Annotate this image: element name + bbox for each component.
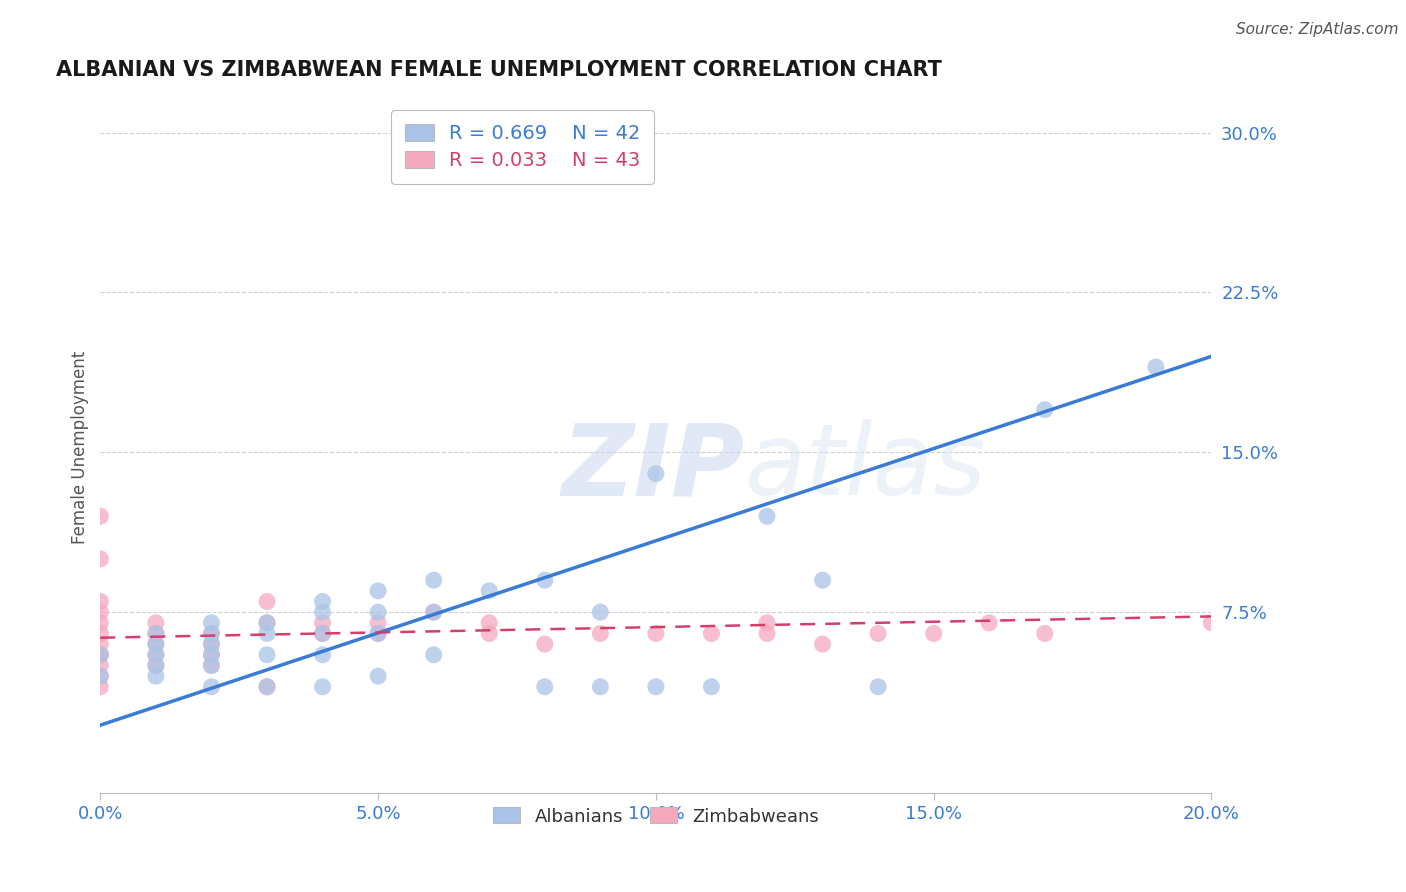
Point (145, 637, 167, 651)
Point (89, 637, 111, 651)
Point (478, 615, 501, 630)
Point (89, 648, 111, 662)
Point (256, 648, 278, 662)
Point (533, 573, 555, 587)
Point (200, 626, 222, 640)
Point (756, 626, 779, 640)
Point (200, 648, 222, 662)
Point (533, 637, 555, 651)
Point (868, 680, 890, 694)
Point (644, 467, 666, 481)
Point (422, 605, 444, 619)
Point (979, 615, 1001, 630)
Point (89, 615, 111, 630)
Text: atlas: atlas (745, 419, 987, 516)
Point (589, 680, 612, 694)
Point (89, 605, 111, 619)
Point (145, 615, 167, 630)
Point (89, 669, 111, 683)
Point (145, 626, 167, 640)
Text: Source: ZipAtlas.com: Source: ZipAtlas.com (1236, 22, 1399, 37)
Point (145, 658, 167, 673)
Point (200, 680, 222, 694)
Point (200, 637, 222, 651)
Point (756, 615, 779, 630)
Point (89, 648, 111, 662)
Point (422, 573, 444, 587)
Point (256, 626, 278, 640)
Point (200, 648, 222, 662)
Point (145, 637, 167, 651)
Point (311, 615, 333, 630)
Point (89, 658, 111, 673)
Point (311, 680, 333, 694)
Point (89, 509, 111, 524)
Point (644, 626, 666, 640)
Point (200, 658, 222, 673)
Point (644, 680, 666, 694)
Point (367, 615, 389, 630)
Point (89, 626, 111, 640)
Point (367, 669, 389, 683)
Point (756, 509, 779, 524)
Point (256, 680, 278, 694)
Point (1201, 615, 1223, 630)
Point (533, 680, 555, 694)
Point (1144, 359, 1167, 374)
Point (589, 605, 612, 619)
Point (367, 626, 389, 640)
Point (89, 594, 111, 608)
Point (200, 637, 222, 651)
Point (200, 626, 222, 640)
Point (256, 594, 278, 608)
Point (478, 626, 501, 640)
Point (422, 605, 444, 619)
Point (256, 615, 278, 630)
Point (89, 552, 111, 566)
Point (89, 680, 111, 694)
Point (145, 626, 167, 640)
Point (367, 583, 389, 598)
Point (1033, 402, 1056, 417)
Point (700, 626, 723, 640)
Point (811, 637, 834, 651)
Point (868, 626, 890, 640)
Point (589, 626, 612, 640)
Point (145, 658, 167, 673)
Text: ALBANIAN VS ZIMBABWEAN FEMALE UNEMPLOYMENT CORRELATION CHART: ALBANIAN VS ZIMBABWEAN FEMALE UNEMPLOYME… (56, 60, 942, 79)
Point (89, 669, 111, 683)
Point (145, 669, 167, 683)
Point (922, 626, 945, 640)
Point (367, 626, 389, 640)
Point (256, 615, 278, 630)
Point (311, 594, 333, 608)
Point (700, 680, 723, 694)
Text: ZIP: ZIP (562, 419, 745, 516)
Point (1033, 626, 1056, 640)
Point (311, 626, 333, 640)
Point (200, 658, 222, 673)
Point (311, 648, 333, 662)
Point (89, 648, 111, 662)
Point (145, 648, 167, 662)
Point (311, 626, 333, 640)
Point (422, 648, 444, 662)
Point (367, 605, 389, 619)
Point (256, 680, 278, 694)
Point (200, 615, 222, 630)
Point (811, 573, 834, 587)
Point (311, 605, 333, 619)
Point (478, 583, 501, 598)
Y-axis label: Female Unemployment: Female Unemployment (72, 351, 89, 543)
Point (145, 648, 167, 662)
Legend: Albanians, Zimbabweans: Albanians, Zimbabweans (486, 800, 825, 833)
